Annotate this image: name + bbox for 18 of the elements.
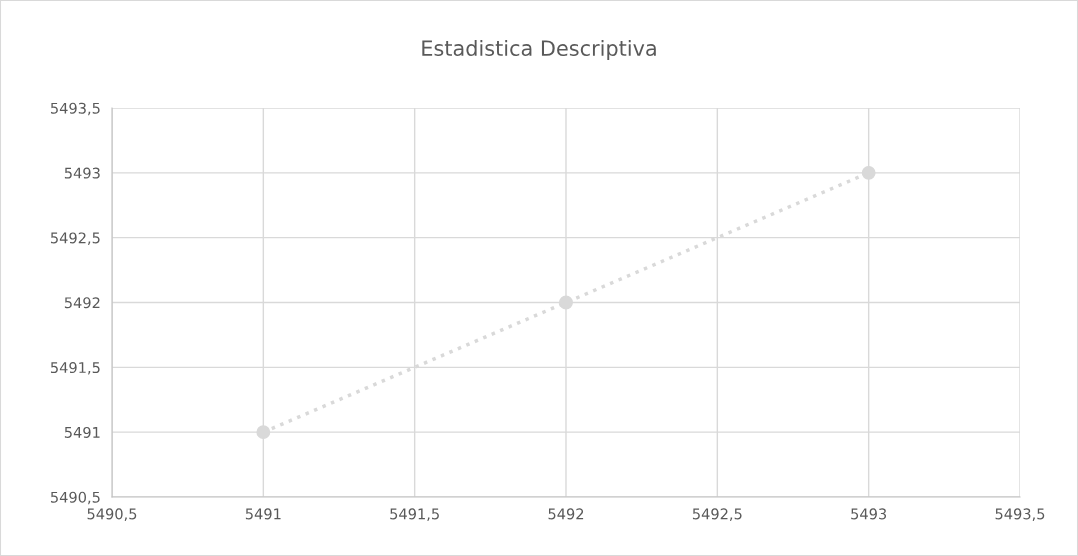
y-tick-label: 5492,5 [50,232,100,245]
x-tick-label: 5493,5 [995,508,1045,521]
point [559,295,573,310]
y-tick-label: 5491 [64,426,100,438]
y-tick-label: 5491,5 [50,362,100,375]
chart-title: Estadistica Descriptiva [422,39,656,61]
y-tick-label: 5490,5 [50,491,100,505]
x-tick-label: 5493 [851,508,887,520]
point [861,165,876,180]
x-tick-label: 5490,5 [87,508,137,521]
y-tick-label: 5493 [64,167,100,179]
x-tick-label: 5491,5 [390,508,439,521]
x-tick-label: 5492 [548,508,584,520]
x-tick-label: 5491 [245,508,281,520]
x-tick-label: 5492,5 [692,508,742,521]
y-tick-label: 5492 [64,297,100,309]
y-tick-label: 5493,5 [50,102,100,116]
point [256,425,271,440]
